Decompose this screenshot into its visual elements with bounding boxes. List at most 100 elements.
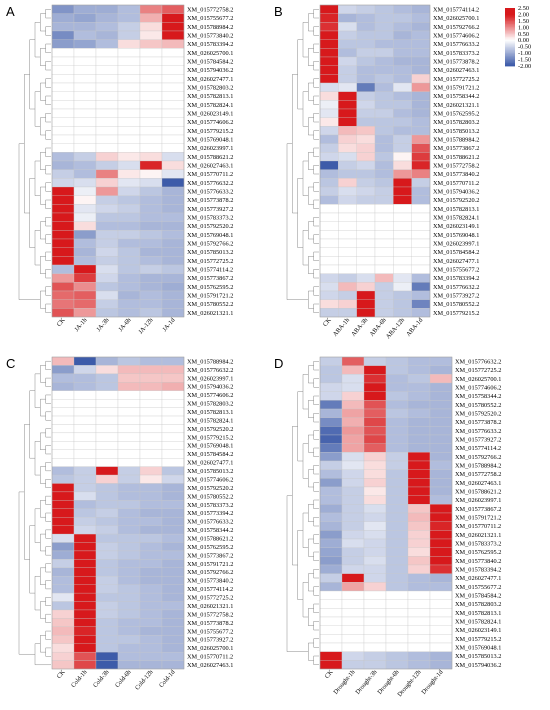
heatmap-cell xyxy=(161,635,185,644)
heatmap-cell xyxy=(393,169,412,179)
heatmap-cell xyxy=(393,30,412,40)
heatmap-cell xyxy=(95,550,119,560)
heatmap-cell xyxy=(73,108,97,118)
heatmap-cell xyxy=(95,221,119,231)
heatmap-cell xyxy=(411,178,431,188)
gene-label: XM_015784584.2 xyxy=(433,249,479,256)
gene-label: XM_026025700.1 xyxy=(187,50,233,57)
gene-label: XM_015772758.2 xyxy=(455,471,501,478)
gene-label: XM_015783394.2 xyxy=(187,41,233,48)
heatmap-cell xyxy=(117,643,141,653)
heatmap-cell xyxy=(73,13,97,23)
heatmap-cell xyxy=(161,550,185,560)
heatmap-cell xyxy=(374,65,394,75)
heatmap-cell xyxy=(385,564,409,574)
heatmap-cell xyxy=(117,441,141,450)
heatmap-cell xyxy=(95,466,119,476)
heatmap-cell xyxy=(363,608,387,618)
heatmap-cell xyxy=(139,576,163,585)
heatmap-cell xyxy=(407,530,431,540)
gene-label: XM_015773867.2 xyxy=(455,506,501,513)
gene-label: XM_015780552.2 xyxy=(455,402,501,409)
heatmap-cell xyxy=(161,143,185,153)
column-label: Cold-12h xyxy=(134,668,155,691)
gene-label: XM_015788984.2 xyxy=(187,24,233,31)
heatmap-cell xyxy=(73,626,97,636)
heatmap-cell xyxy=(51,500,75,509)
heatmap-panel-c: C XM_015788984.2 XM_015776632.2XM_02602399… xyxy=(6,356,233,692)
gene-label: XM_015792520.2 xyxy=(433,197,479,204)
legend-tick-label: -2.00 xyxy=(518,63,531,70)
gene-label: XM_015776633.2 xyxy=(455,428,501,435)
heatmap-cell xyxy=(356,273,376,283)
heatmap-cell xyxy=(95,500,119,509)
heatmap-cell xyxy=(363,599,387,609)
heatmap-cell xyxy=(363,530,387,540)
heatmap-cell xyxy=(73,559,97,568)
heatmap-cell xyxy=(95,441,119,450)
heatmap-cell xyxy=(139,474,163,484)
heatmap-cell xyxy=(363,504,387,514)
heatmap-cell xyxy=(319,30,339,40)
heatmap-cell xyxy=(374,13,394,23)
gene-label: XM_015770711.2 xyxy=(455,523,501,530)
heatmap-cell xyxy=(319,365,343,375)
heatmap-cell xyxy=(407,382,431,392)
heatmap-cell xyxy=(411,264,431,274)
heatmap-cell xyxy=(161,592,185,602)
heatmap-cell xyxy=(374,82,394,92)
heatmap-cell xyxy=(319,221,339,231)
heatmap-cell xyxy=(407,460,431,470)
heatmap-cell xyxy=(139,221,163,231)
column-label: ABA-1d xyxy=(405,316,425,338)
heatmap-cell xyxy=(117,550,141,560)
heatmap-cell xyxy=(407,452,431,462)
gene-label: XM_015791721.2 xyxy=(187,293,233,300)
heatmap-cell xyxy=(385,573,409,583)
heatmap-cell xyxy=(429,573,453,583)
heatmap-cell xyxy=(363,434,387,444)
heatmap-cell xyxy=(161,525,185,535)
heatmap-cell xyxy=(73,635,97,644)
heatmap-cell xyxy=(319,374,343,384)
heatmap-cell xyxy=(161,126,185,136)
heatmap-cell xyxy=(95,108,119,118)
column-label: CK xyxy=(324,668,335,680)
heatmap-cell xyxy=(139,247,163,257)
heatmap-cell xyxy=(341,434,365,444)
heatmap-cell xyxy=(117,134,141,144)
heatmap-cell xyxy=(139,134,163,144)
heatmap-cell xyxy=(407,642,431,652)
heatmap-cell xyxy=(73,508,97,518)
heatmap-cell xyxy=(385,556,409,566)
heatmap-cell xyxy=(161,533,185,543)
gene-label: XM_015776632.2 xyxy=(187,367,233,374)
heatmap-cell xyxy=(73,651,97,661)
heatmap-cell xyxy=(363,634,387,644)
heatmap-cell xyxy=(341,634,365,644)
heatmap-cell xyxy=(117,160,141,170)
heatmap-cell xyxy=(139,82,163,92)
heatmap-cell xyxy=(95,48,119,58)
heatmap-cell xyxy=(363,365,387,375)
gene-label: XM_015792520.2 xyxy=(187,485,233,492)
heatmap-cell xyxy=(411,48,431,58)
heatmap-cell xyxy=(95,533,119,543)
heatmap-cell xyxy=(341,408,365,418)
heatmap-cell xyxy=(73,264,97,274)
heatmap-cell xyxy=(385,478,409,488)
heatmap-cell xyxy=(139,584,163,594)
heatmap-cell xyxy=(341,382,365,392)
heatmap-cell xyxy=(161,282,185,292)
heatmap-cell xyxy=(319,74,339,84)
gene-label: XM_015782803.2 xyxy=(433,119,479,126)
legend-swatch xyxy=(505,9,515,12)
heatmap-cell xyxy=(356,39,376,49)
legend-tick-label: 2.50 xyxy=(518,5,529,12)
heatmap-cell xyxy=(385,599,409,609)
heatmap-cell xyxy=(73,126,97,136)
gene-label: XM_015755677.2 xyxy=(187,628,233,635)
heatmap-cell xyxy=(341,660,365,670)
heatmap-cell xyxy=(374,56,394,66)
